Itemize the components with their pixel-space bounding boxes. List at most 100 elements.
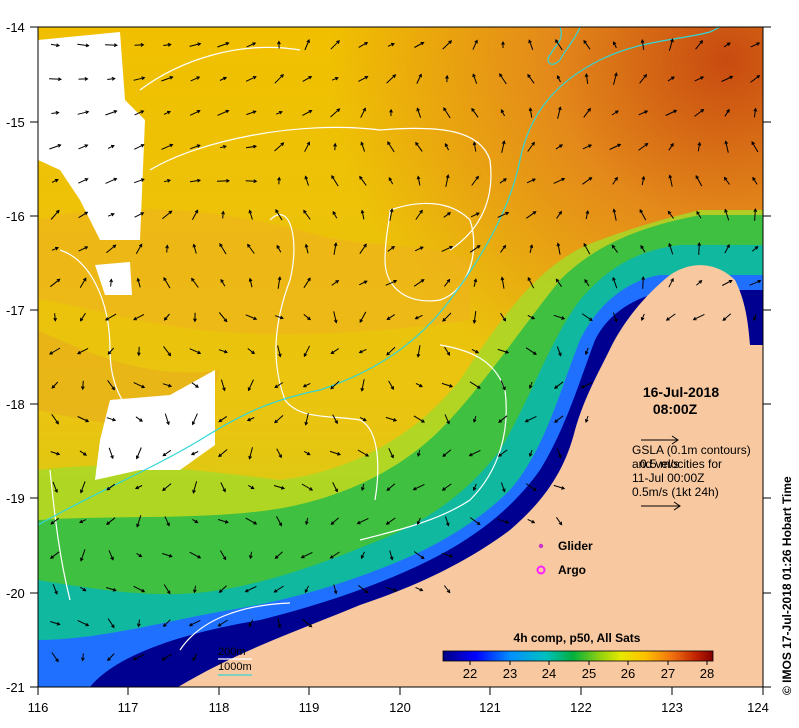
velocity-arrow-head: [416, 353, 421, 358]
velocity-arrow: [694, 109, 704, 117]
velocity-arrow-head: [362, 107, 366, 112]
velocity-arrow-head: [304, 243, 309, 248]
velocity-arrow: [386, 346, 396, 356]
velocity-arrow-head: [334, 488, 338, 493]
velocity-arrow: [220, 379, 226, 391]
velocity-arrow: [189, 179, 201, 183]
velocity-arrow: [51, 247, 59, 251]
velocity-arrow: [442, 312, 452, 322]
velocity-arrow: [753, 108, 757, 118]
velocity-arrow: [135, 416, 143, 422]
velocity-arrow-head: [392, 74, 397, 78]
velocity-arrow: [50, 551, 60, 559]
velocity-arrow-head: [220, 278, 224, 283]
velocity-arrow: [415, 142, 423, 152]
velocity-arrow-head: [277, 176, 281, 181]
velocity-arrow-head: [278, 454, 282, 459]
velocity-arrow-head: [527, 73, 531, 78]
velocity-arrow-head: [224, 520, 229, 524]
velocity-arrow-head: [445, 174, 450, 179]
velocity-arrow-head: [641, 175, 646, 180]
lat-tick: -20: [6, 586, 25, 601]
velocity-arrow-head: [110, 455, 114, 460]
velocity-arrow-head: [528, 107, 533, 112]
velocity-arrow-head: [641, 276, 646, 280]
velocity-arrow: [50, 451, 60, 455]
velocity-arrow-head: [612, 41, 617, 46]
velocity-arrow: [667, 76, 675, 82]
velocity-arrow-head: [728, 280, 733, 284]
velocity-arrow-head: [387, 141, 391, 146]
velocity-arrow-head: [333, 590, 338, 595]
velocity-arrow-head: [386, 487, 391, 492]
velocity-arrow-head: [53, 317, 57, 322]
velocity-arrow-head: [611, 244, 616, 249]
velocity-arrow: [441, 382, 453, 388]
velocity-arrow-head: [218, 453, 222, 458]
velocity-arrow: [219, 243, 227, 255]
velocity-arrow: [668, 243, 674, 255]
velocity-arrow: [359, 244, 367, 254]
velocity-arrow: [499, 178, 507, 184]
velocity-arrow: [107, 347, 115, 355]
velocity-arrow: [77, 619, 89, 627]
colorbar-tick: 26: [621, 666, 635, 681]
velocity-arrow: [301, 483, 313, 491]
velocity-arrow-head: [756, 42, 761, 46]
velocity-arrow: [245, 145, 257, 149]
velocity-arrow-head: [113, 177, 118, 182]
velocity-arrow-head: [445, 522, 450, 527]
velocity-arrow-head: [136, 523, 140, 528]
velocity-arrow-head: [193, 589, 197, 594]
velocity-arrow-head: [390, 42, 395, 47]
info-line-2: and velocities for: [632, 457, 722, 471]
velocity-arrow: [695, 175, 703, 187]
velocity-arrow-head: [250, 485, 255, 490]
velocity-arrow-head: [416, 521, 421, 526]
velocity-arrow: [220, 279, 226, 287]
velocity-arrow-head: [359, 319, 363, 324]
velocity-arrow-head: [218, 589, 223, 594]
velocity-arrow-head: [585, 209, 590, 214]
velocity-arrow-head: [218, 418, 223, 423]
velocity-arrow-head: [723, 176, 728, 181]
velocity-arrow: [612, 177, 618, 185]
velocity-arrow-head: [166, 590, 171, 595]
velocity-arrow-head: [219, 242, 223, 247]
velocity-arrow-head: [306, 141, 310, 146]
velocity-arrow-head: [248, 455, 252, 460]
velocity-arrow-head: [752, 176, 756, 181]
velocity-arrow: [249, 551, 253, 559]
velocity-arrow-head: [141, 384, 146, 389]
lon-tick: 121: [479, 700, 501, 715]
velocity-arrow-head: [389, 208, 394, 213]
glider-label: Glider: [558, 539, 593, 553]
velocity-arrow-head: [168, 383, 173, 388]
velocity-arrow-head: [391, 245, 396, 250]
lat-tick: -15: [6, 115, 25, 130]
velocity-arrow: [218, 415, 228, 423]
velocity-arrow-head: [333, 242, 338, 247]
velocity-arrow: [246, 110, 256, 116]
velocity-arrow-head: [110, 144, 115, 149]
velocity-arrow: [584, 279, 590, 287]
velocity-arrow-head: [280, 486, 286, 490]
velocity-arrow: [277, 618, 281, 628]
velocity-arrow-head: [222, 556, 227, 561]
velocity-arrow-head: [356, 520, 361, 525]
velocity-arrow-head: [223, 318, 228, 323]
lat-tick: -21: [6, 680, 25, 695]
velocity-arrow-head: [588, 144, 593, 148]
velocity-arrow-head: [82, 587, 87, 592]
velocity-arrow: [135, 244, 143, 254]
velocity-arrow: [724, 244, 730, 254]
velocity-arrow: [162, 483, 172, 491]
velocity-arrow-head: [697, 242, 702, 247]
velocity-arrow: [217, 110, 229, 116]
velocity-arrow: [555, 279, 563, 287]
velocity-arrow-head: [587, 107, 591, 112]
lon-tick-labels: 116 117 118 119 120 121 122 123 124: [28, 700, 769, 715]
lat-tick: -18: [6, 397, 25, 412]
velocity-arrow: [357, 585, 369, 593]
velocity-arrow-head: [113, 43, 118, 48]
